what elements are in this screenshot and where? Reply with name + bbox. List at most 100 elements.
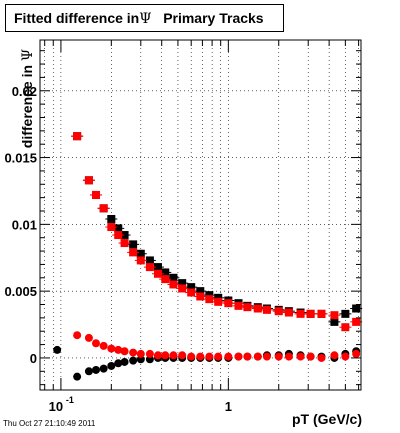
data-point: [84, 176, 93, 185]
data-point: [107, 215, 116, 224]
data-point: [187, 352, 196, 361]
data-point: [253, 304, 262, 313]
data-point: [73, 132, 82, 141]
title-symbol: Ψ: [139, 11, 152, 27]
data-point: [120, 239, 129, 248]
y-tick-label: 0.02: [12, 84, 37, 99]
data-point: [99, 341, 108, 350]
data-point: [196, 292, 205, 301]
data-point: [187, 288, 196, 297]
data-point: [120, 347, 129, 356]
data-point: [91, 365, 100, 374]
data-point: [114, 345, 123, 354]
data-point: [196, 352, 205, 361]
data-point: [196, 287, 205, 296]
title-part1: Fitted difference in: [14, 10, 140, 26]
x-tick-label-exponent: -1: [66, 395, 74, 405]
data-point: [153, 269, 162, 278]
data-point: [161, 268, 170, 277]
data-point: [341, 309, 350, 318]
data-point: [73, 372, 82, 381]
data-point: [224, 352, 233, 361]
data-point: [352, 349, 361, 358]
data-point: [91, 339, 100, 348]
data-point: [129, 240, 138, 249]
data-point: [306, 309, 315, 318]
data-point: [341, 352, 350, 361]
data-point: [341, 323, 350, 332]
data-point: [296, 309, 305, 318]
data-point: [169, 273, 178, 282]
data-point: [161, 275, 170, 284]
data-point: [253, 352, 262, 361]
x-axis-label: pT (GeV/c): [292, 411, 363, 427]
data-point: [306, 352, 315, 361]
data-point: [178, 351, 187, 360]
data-point: [145, 349, 154, 358]
data-point: [284, 308, 293, 317]
data-points: [53, 132, 363, 381]
data-point: [136, 256, 145, 265]
data-point: [262, 352, 271, 361]
data-point: [178, 279, 187, 288]
tick-labels: 0 0.005 0.01 0.015 0.02 10 -1 1: [4, 84, 232, 414]
data-point: [205, 295, 214, 304]
data-point: [234, 352, 243, 361]
data-point: [317, 353, 326, 362]
y-axis-label: difference in Ψ: [19, 49, 36, 148]
chart-title: Fitted difference inΨ Primary Tracks: [14, 10, 264, 27]
data-point: [205, 352, 214, 361]
data-point: [129, 248, 138, 257]
data-point: [330, 311, 339, 320]
data-point: [243, 303, 252, 312]
data-point: [120, 357, 129, 366]
y-tick-label: 0.005: [4, 284, 37, 299]
data-point: [274, 352, 283, 361]
data-point: [84, 333, 93, 342]
data-point: [129, 356, 138, 365]
data-point: [129, 348, 138, 357]
data-point: [73, 331, 82, 340]
data-point: [107, 344, 116, 353]
data-point: [120, 231, 129, 240]
data-point: [224, 299, 233, 308]
data-point: [53, 345, 62, 354]
y-tick-label: 0.01: [12, 217, 37, 232]
data-point: [107, 361, 116, 370]
data-point: [169, 280, 178, 289]
data-point: [114, 359, 123, 368]
plot-frame: [39, 39, 362, 391]
data-point: [161, 351, 170, 360]
x-tick-label: 10: [49, 399, 63, 414]
data-point: [205, 291, 214, 300]
data-point: [91, 190, 100, 199]
data-point: [169, 351, 178, 360]
data-point: [214, 293, 223, 302]
data-point: [136, 249, 145, 258]
data-point: [114, 224, 123, 233]
x-tick-label: 1: [225, 399, 232, 414]
y-axis-label-prefix: difference in: [19, 61, 36, 149]
data-point: [330, 317, 339, 326]
data-point: [352, 317, 361, 326]
data-point: [153, 263, 162, 272]
data-point: [107, 223, 116, 232]
data-point: [330, 351, 339, 360]
data-point: [99, 364, 108, 373]
data-point: [114, 231, 123, 240]
data-point: [284, 352, 293, 361]
data-point: [352, 304, 361, 313]
data-point: [317, 309, 326, 318]
data-point: [145, 263, 154, 272]
data-point: [274, 307, 283, 316]
data-point: [214, 297, 223, 306]
data-point: [214, 352, 223, 361]
data-point: [262, 305, 271, 314]
data-point: [153, 351, 162, 360]
data-point: [187, 283, 196, 292]
y-axis-label-symbol: Ψ: [20, 48, 37, 62]
y-tick-label: 0: [30, 351, 37, 366]
data-point: [99, 204, 108, 213]
data-point: [145, 256, 154, 265]
